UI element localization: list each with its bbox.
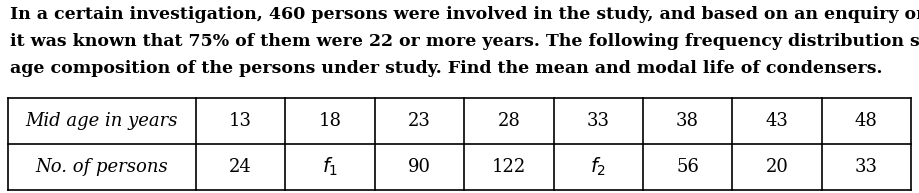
Text: 56: 56 bbox=[676, 158, 699, 176]
Text: $f_2$: $f_2$ bbox=[590, 156, 607, 178]
Text: 48: 48 bbox=[855, 112, 878, 130]
Text: 20: 20 bbox=[766, 158, 789, 176]
Text: In a certain investigation, 460 persons were involved in the study, and based on: In a certain investigation, 460 persons … bbox=[10, 6, 919, 23]
Text: Mid age in years: Mid age in years bbox=[26, 112, 178, 130]
Text: age composition of the persons under study. Find the mean and modal life of cond: age composition of the persons under stu… bbox=[10, 60, 882, 77]
Text: it was known that 75% of them were 22 or more years. The following frequency dis: it was known that 75% of them were 22 or… bbox=[10, 33, 919, 50]
Text: 122: 122 bbox=[492, 158, 526, 176]
Text: 24: 24 bbox=[230, 158, 252, 176]
Text: 23: 23 bbox=[408, 112, 431, 130]
Text: 28: 28 bbox=[497, 112, 520, 130]
Text: 33: 33 bbox=[855, 158, 878, 176]
Text: 18: 18 bbox=[319, 112, 342, 130]
Text: $f_1$: $f_1$ bbox=[322, 156, 338, 178]
Text: 90: 90 bbox=[408, 158, 431, 176]
Text: 38: 38 bbox=[676, 112, 699, 130]
Text: 43: 43 bbox=[766, 112, 789, 130]
Text: 13: 13 bbox=[229, 112, 252, 130]
Text: No. of persons: No. of persons bbox=[36, 158, 168, 176]
Text: 33: 33 bbox=[586, 112, 609, 130]
